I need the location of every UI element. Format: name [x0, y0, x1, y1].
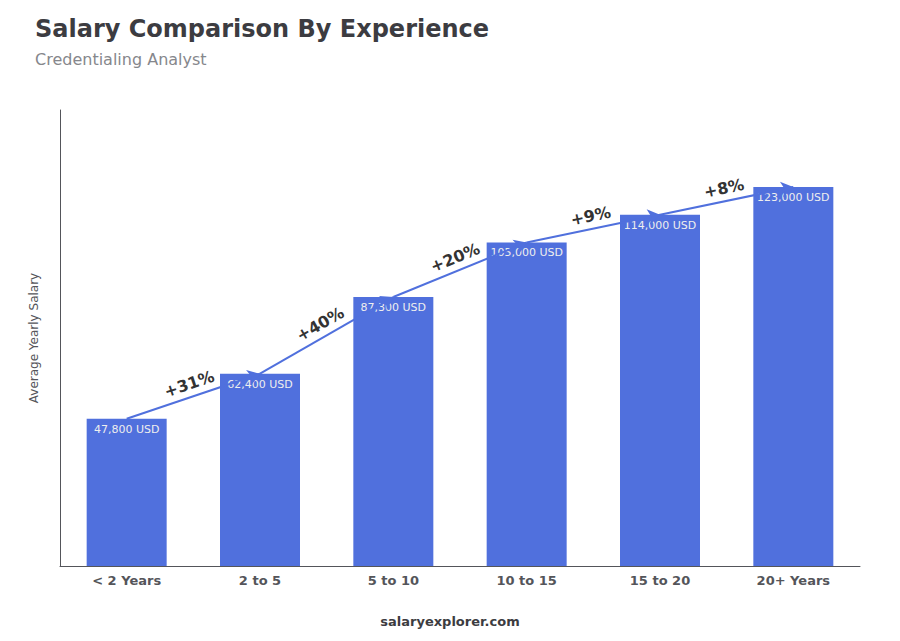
svg-text:+40%: +40% [293, 303, 347, 345]
svg-text:105,000 USD: 105,000 USD [490, 246, 563, 260]
svg-text:15 to 20: 15 to 20 [630, 573, 690, 588]
svg-text:2 to 5: 2 to 5 [239, 573, 281, 588]
svg-text:5 to 10: 5 to 10 [368, 573, 419, 588]
svg-text:Average Yearly Salary: Average Yearly Salary [27, 273, 41, 403]
svg-text:Credentialing Analyst: Credentialing Analyst [35, 50, 207, 69]
svg-text:10 to 15: 10 to 15 [496, 573, 556, 588]
svg-text:123,000 USD: 123,000 USD [757, 191, 830, 204]
svg-text:+31%: +31% [162, 367, 217, 402]
svg-text:salaryexplorer.com: salaryexplorer.com [380, 614, 519, 629]
svg-text:+9%: +9% [569, 202, 613, 229]
svg-text:< 2 Years: < 2 Years [92, 573, 161, 588]
svg-text:114,000 USD: 114,000 USD [623, 218, 697, 232]
svg-text:+20%: +20% [428, 239, 483, 276]
svg-text:+8%: +8% [702, 175, 746, 202]
svg-text:87,300 USD: 87,300 USD [361, 301, 427, 314]
svg-text:47,800 USD: 47,800 USD [94, 423, 160, 436]
svg-text:Salary Comparison By Experienc: Salary Comparison By Experience [35, 15, 489, 43]
svg-text:20+ Years: 20+ Years [757, 573, 831, 588]
svg-text:62,400 USD: 62,400 USD [227, 378, 293, 391]
